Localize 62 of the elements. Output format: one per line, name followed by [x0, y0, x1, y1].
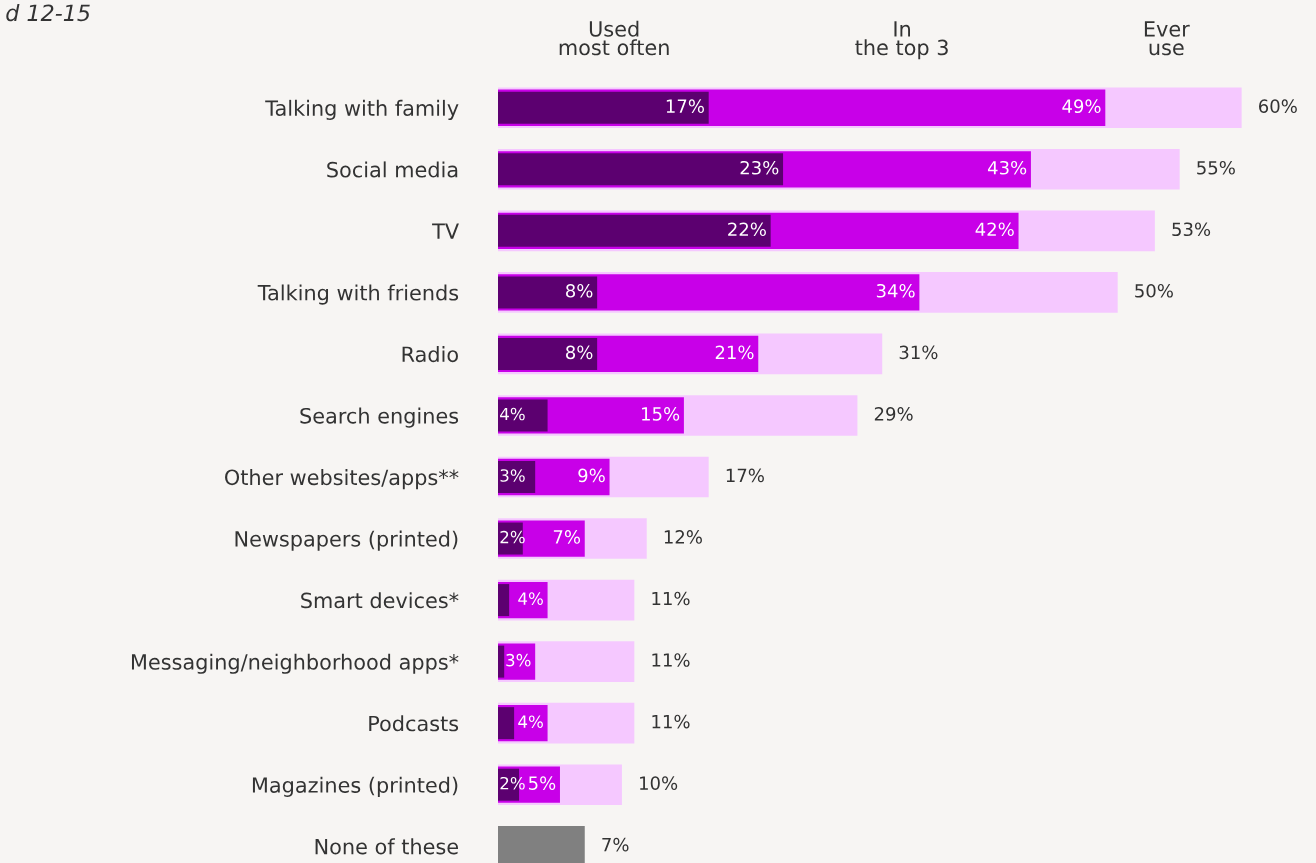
series-label: Used most often: [559, 20, 669, 56]
data-label: 42%: [975, 222, 1014, 237]
bar: [498, 276, 598, 309]
bar: [498, 522, 523, 555]
data-label: 11%: [652, 591, 690, 606]
data-label: 11%: [652, 653, 690, 667]
data-label: 7%: [553, 530, 581, 544]
data-label: 50%: [1135, 283, 1173, 298]
data-label: 4%: [518, 592, 543, 605]
y-tick-label: Other websites/apps**: [225, 469, 459, 490]
y-tick-label: TV: [432, 223, 459, 239]
y-tick-label: Social media: [327, 161, 458, 178]
y-tick-label: Radio: [402, 346, 458, 363]
data-label: 8%: [566, 283, 593, 298]
data-label: 8%: [566, 345, 593, 360]
data-label: 53%: [1172, 222, 1211, 237]
data-label: 3%: [500, 469, 525, 482]
data-label: 23%: [740, 160, 779, 175]
y-tick-label: Talking with friends: [257, 284, 459, 305]
data-label: 10%: [640, 776, 678, 790]
bar: [498, 337, 598, 370]
data-label: 12%: [664, 530, 702, 544]
data-label: 3%: [506, 653, 531, 667]
y-tick-label: Talking with family: [265, 99, 459, 121]
data-label: 11%: [652, 714, 690, 729]
bar: [498, 153, 784, 186]
y-tick-label: Magazines (printed): [252, 776, 458, 797]
data-label: 21%: [715, 345, 754, 360]
series-label: In the top 3: [855, 21, 948, 60]
bar: [498, 584, 510, 617]
data-label: 34%: [876, 283, 915, 298]
data-label: 17%: [666, 99, 704, 114]
data-label: 9%: [578, 468, 605, 483]
data-label: 4%: [518, 715, 543, 728]
y-tick-label: Smart devices*: [301, 592, 459, 609]
data-label: 15%: [642, 407, 680, 421]
data-label: 2%: [500, 776, 525, 790]
data-label: 29%: [874, 407, 913, 421]
data-label: 22%: [728, 222, 766, 237]
y-tick-label: Newspapers (printed): [235, 530, 458, 551]
data-label: 7%: [602, 837, 629, 852]
y-tick-label: Podcasts: [369, 715, 459, 732]
data-label: 60%: [1259, 99, 1297, 114]
bar: [498, 645, 505, 678]
data-label: 5%: [529, 776, 556, 790]
y-tick-label: Messaging/neighborhood apps*: [131, 653, 459, 674]
data-label: 2%: [500, 530, 525, 544]
data-label: 43%: [987, 160, 1027, 175]
y-tick-label: None of these: [315, 838, 458, 855]
data-label: 55%: [1197, 160, 1235, 175]
data-label: 49%: [1062, 99, 1101, 114]
data-label: 17%: [726, 468, 764, 483]
y-tick-label: Search engines: [300, 407, 459, 428]
bar: [498, 399, 548, 432]
bar: [498, 214, 771, 247]
bar: [498, 461, 536, 493]
series-label: Ever use: [1144, 21, 1190, 56]
bar: [498, 91, 709, 124]
data-label: 31%: [899, 345, 938, 360]
text: d 12-15: [6, 4, 90, 22]
bar: [498, 707, 515, 740]
data-label: 4%: [500, 407, 525, 421]
